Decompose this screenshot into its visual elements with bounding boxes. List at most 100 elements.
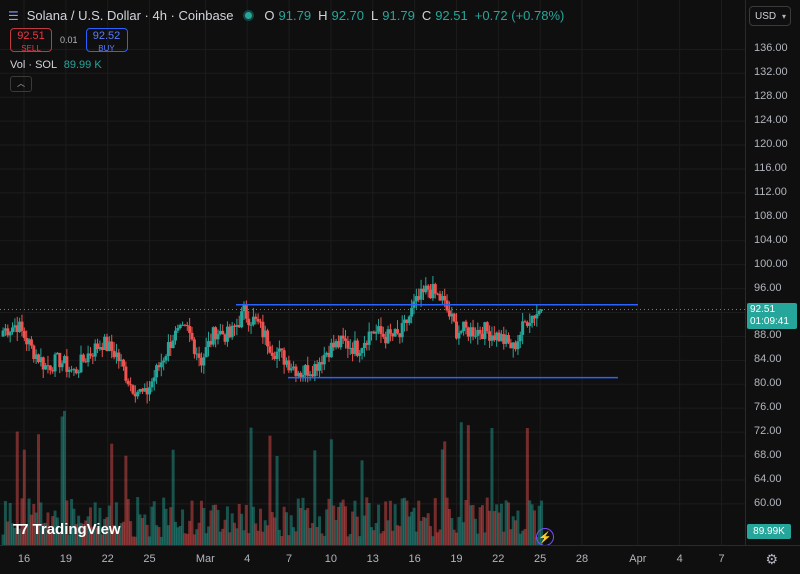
volume-bar [384, 501, 388, 545]
candle-body [181, 324, 185, 326]
candle-body [443, 296, 447, 301]
candle-body [296, 372, 300, 377]
candle-body [518, 334, 522, 342]
volume-bar [301, 497, 305, 545]
candle-body [46, 365, 50, 367]
volume-bar [282, 506, 286, 545]
candle-body [488, 331, 492, 341]
volume-bar [436, 532, 440, 545]
candle-body [216, 333, 220, 340]
price-volume-chart[interactable] [0, 0, 745, 545]
price-axis[interactable]: USD ▾ 136.00 132.00 128.00 124.00 120.00 116.… [745, 0, 800, 545]
candle-body [126, 380, 130, 385]
candle-body [29, 339, 33, 346]
buy-button[interactable]: 92.52 BUY [85, 28, 128, 53]
price-tick-label: 64.00 [754, 472, 782, 485]
candle-body [70, 369, 74, 371]
volume-bar [254, 523, 258, 545]
volume-bar [39, 502, 43, 545]
candle-body [341, 335, 345, 339]
volume-bar [447, 508, 451, 545]
volume-bar [117, 530, 121, 545]
candle-body [509, 342, 513, 349]
candle-body [32, 345, 36, 359]
symbol-legend: ☰ Solana / U.S. Dollar · 4h · Coinbase O… [8, 8, 567, 23]
time-axis[interactable]: 16 19 22 25 Mar 4 7 10 13 16 19 22 25 28 Apr 4 7 ⚙ [0, 545, 800, 574]
volume-bar [81, 523, 85, 545]
menu-icon[interactable]: ☰ [8, 8, 19, 23]
volume-bar [346, 536, 350, 545]
volume-bar [70, 499, 74, 545]
candle-body [506, 335, 510, 343]
go-to-realtime-icon[interactable]: ⚡ [536, 528, 554, 546]
volume-bar [483, 532, 487, 545]
currency-selector[interactable]: USD ▾ [749, 6, 791, 26]
volume-bar [525, 428, 529, 545]
volume-bar [360, 460, 364, 545]
candle-body [240, 311, 244, 328]
buy-label: BUY [98, 44, 115, 53]
candle-body [270, 352, 274, 356]
candle-body [438, 293, 442, 301]
candle-body [74, 369, 78, 374]
candle-body [299, 372, 303, 378]
candle-body [540, 309, 544, 311]
volume-bar [105, 517, 109, 545]
volume-bar [377, 504, 381, 545]
candle-body [3, 328, 7, 331]
candle-body [292, 366, 296, 369]
volume-bar [393, 504, 397, 545]
volume-bar [107, 505, 111, 545]
volume-bar [211, 505, 215, 545]
candle-body [377, 326, 381, 332]
volume-bar [209, 510, 213, 545]
candle-body [332, 342, 336, 348]
candle-body [84, 361, 88, 363]
volume-bar [148, 536, 152, 545]
candle-body [537, 310, 541, 315]
candle-body [372, 331, 376, 334]
volume-bar [414, 531, 418, 545]
candle-body [164, 356, 168, 361]
candle-body [514, 342, 518, 350]
volume-bar [303, 510, 307, 545]
volume-bar [292, 527, 296, 545]
candle-body [525, 322, 529, 326]
volume-bar [261, 531, 265, 545]
candle-body [481, 333, 485, 340]
candle-body [173, 330, 177, 341]
candle-body [471, 327, 475, 337]
volume-bar [79, 522, 83, 545]
volume-bar [348, 534, 352, 545]
candle-body [112, 350, 116, 358]
volume-bar [391, 530, 395, 545]
candle-body [129, 384, 133, 386]
time-tick-label: 16 [17, 553, 31, 565]
volume-bar [32, 503, 36, 545]
chart-pane[interactable]: ☰ Solana / U.S. Dollar · 4h · Coinbase O… [0, 0, 745, 546]
candle-body [39, 357, 43, 363]
volume-bar [481, 505, 485, 545]
volume-bar [289, 515, 293, 545]
tradingview-logo[interactable]: T7 TradingView [13, 521, 121, 538]
symbol-title[interactable]: Solana / U.S. Dollar · 4h · Coinbase [26, 8, 234, 23]
volume-bar [372, 530, 376, 545]
candle-body [25, 338, 29, 345]
gear-icon[interactable]: ⚙ [765, 551, 778, 567]
volume-legend[interactable]: Vol · SOL 89.99 K [10, 59, 102, 71]
candle-body [93, 343, 97, 357]
candle-body [282, 350, 286, 365]
volume-bar [268, 435, 272, 545]
low-value: 91.79 [382, 8, 415, 23]
candle-body [400, 323, 404, 338]
collapse-legend-button[interactable]: ︿ [10, 76, 32, 92]
volume-bar [88, 507, 92, 545]
volume-bar [110, 443, 114, 545]
candle-body [1, 330, 5, 337]
volume-bar [188, 520, 192, 545]
volume-bar [329, 439, 333, 545]
sell-button[interactable]: 92.51 SELL [10, 28, 52, 53]
volume-bar [362, 515, 366, 545]
candle-body [450, 313, 454, 317]
volume-bar [247, 533, 251, 545]
